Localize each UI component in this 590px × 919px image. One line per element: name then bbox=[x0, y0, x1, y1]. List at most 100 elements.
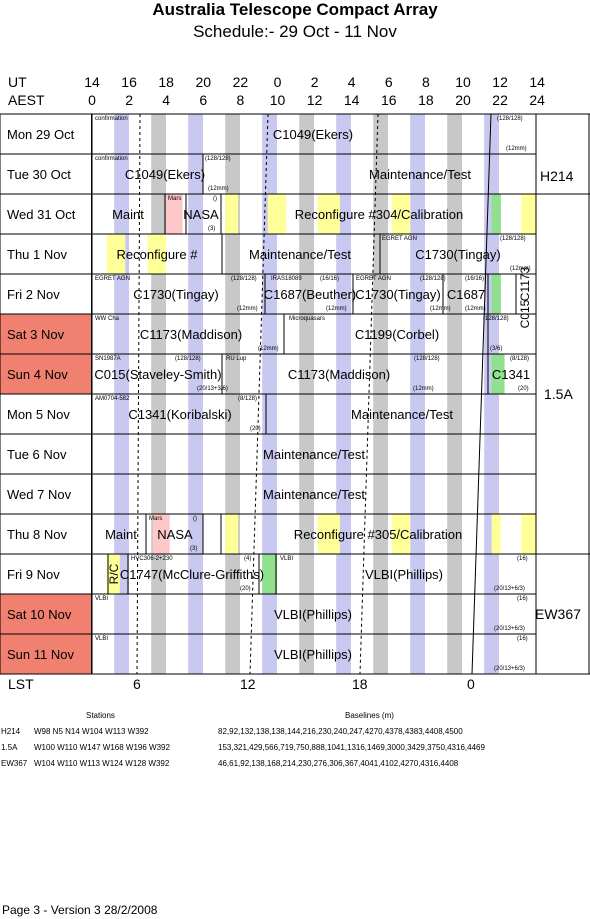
block-note: (20) bbox=[518, 386, 529, 392]
block-label: C1730(Tingay) bbox=[415, 247, 501, 262]
block-label: C1687(Beuther) bbox=[263, 287, 357, 302]
config-ew367: EW367 bbox=[535, 606, 581, 622]
block-note: (16) bbox=[517, 596, 528, 602]
ut-tick: 6 bbox=[384, 74, 393, 90]
day-label: Mon 5 Nov bbox=[0, 394, 92, 434]
block-note: (4) bbox=[244, 556, 252, 562]
block-note: (128/128) bbox=[497, 116, 523, 122]
block-note: (16/16) bbox=[465, 276, 485, 282]
aest-tick: 0 bbox=[88, 92, 96, 108]
block-note: confirmation bbox=[95, 156, 128, 162]
block-note: () bbox=[213, 196, 217, 202]
ut-label: UT bbox=[8, 74, 27, 90]
block-note: (128/128) bbox=[500, 236, 526, 242]
block-label: Maintenance/Test bbox=[249, 247, 351, 262]
block-note: (128/128) bbox=[483, 316, 509, 322]
block-note: (16) bbox=[517, 636, 528, 642]
block-note: IRAS18089 bbox=[271, 276, 302, 282]
aest-tick: 12 bbox=[306, 92, 323, 108]
ut-tick: 0 bbox=[273, 74, 282, 90]
block-label: C1747(McClure-Griffiths) bbox=[119, 567, 265, 582]
block-label: C1173 bbox=[518, 266, 532, 302]
block-note: (20/13+3/6) bbox=[197, 386, 228, 392]
day-label: Thu 1 Nov bbox=[0, 234, 92, 274]
day-label: Mon 29 Oct bbox=[0, 114, 92, 154]
block-note: VLBI bbox=[95, 596, 109, 602]
block-label: C1730(Tingay) bbox=[355, 287, 441, 302]
block-label: NASA bbox=[183, 207, 219, 222]
block-note: (8/128) bbox=[238, 396, 258, 402]
block-note: (12mm) bbox=[413, 386, 434, 392]
day-label: Tue 6 Nov bbox=[0, 434, 92, 474]
aest-tick: 22 bbox=[492, 92, 508, 108]
block-label: Maintenance/Test bbox=[351, 407, 453, 422]
ut-tick: 4 bbox=[347, 74, 356, 90]
stations-header: Stations bbox=[86, 711, 115, 720]
block-label: C1730(Tingay) bbox=[133, 287, 219, 302]
block-note: VLBI bbox=[280, 556, 294, 562]
block-label: Maintenance/Test bbox=[263, 447, 365, 462]
block-note: (3/6) bbox=[490, 346, 503, 352]
block-note: EGRET AGN bbox=[382, 236, 417, 242]
lst-tick-6: 6 bbox=[133, 676, 141, 692]
block-note: (12mm) bbox=[258, 346, 279, 352]
block-note: (3) bbox=[190, 546, 198, 552]
block-label: Maint bbox=[112, 207, 144, 222]
page-subtitle: Schedule:- 29 Oct - 11 Nov bbox=[193, 22, 397, 41]
block-note: (20/13+6/3) bbox=[494, 626, 525, 632]
block-note: (16/16) bbox=[320, 276, 340, 282]
block-note: WW Cha bbox=[95, 316, 119, 322]
block-label: C015 bbox=[518, 299, 532, 329]
page-footer: Page 3 - Version 3 28/2/2008 bbox=[2, 903, 158, 917]
ut-tick: 16 bbox=[121, 74, 137, 90]
block-note: (12mm) bbox=[326, 306, 347, 312]
block-note: Microquasars bbox=[289, 316, 326, 322]
block-label: C1341(Koribalski) bbox=[128, 407, 232, 422]
block-note: (12mm) bbox=[465, 306, 486, 312]
block-label: C1049(Ekers) bbox=[124, 167, 206, 182]
day-label: Sat 10 Nov bbox=[0, 594, 92, 634]
block-note: (20) bbox=[250, 426, 261, 432]
block-label: Reconfigure # bbox=[116, 247, 198, 262]
block-note: (128/128) bbox=[205, 156, 231, 162]
day-label: Wed 31 Oct bbox=[0, 194, 92, 234]
day-label: Fri 9 Nov bbox=[0, 554, 92, 594]
config-1.5a: 1.5A bbox=[544, 386, 573, 402]
ut-tick: 8 bbox=[421, 74, 430, 90]
block-note: (128/128) bbox=[231, 276, 257, 282]
block-note: EGRET AGN bbox=[95, 276, 130, 282]
block-note: (20) bbox=[240, 586, 251, 592]
block-note: confirmation bbox=[95, 116, 128, 122]
ut-tick: 10 bbox=[455, 74, 471, 90]
ut-tick: 18 bbox=[158, 74, 174, 90]
block-note: (128/128) bbox=[175, 356, 201, 362]
config-h214: H214 bbox=[540, 168, 574, 184]
block-label: Maint bbox=[105, 527, 137, 542]
block-label: Maintenance/Test bbox=[263, 487, 365, 502]
lst-tick-0: 0 bbox=[467, 676, 475, 692]
day-label: Tue 30 Oct bbox=[0, 154, 92, 194]
block-note: VLBI bbox=[95, 636, 109, 642]
block-note: RU Lup bbox=[226, 356, 247, 362]
block-note: Mars bbox=[168, 196, 182, 202]
block-label: Reconfigure #304/Calibration bbox=[294, 207, 464, 222]
block-label: VLBI(Phillips) bbox=[273, 607, 353, 622]
block-note: (12mm) bbox=[510, 266, 531, 272]
block-note: EGRET AGN bbox=[356, 276, 391, 282]
block-note: HVC306-2+230 bbox=[131, 556, 173, 562]
aest-tick: 16 bbox=[381, 92, 397, 108]
day-label: Sun 11 Nov bbox=[0, 634, 92, 674]
ut-tick: 14 bbox=[529, 74, 545, 90]
block-label: VLBI(Phillips) bbox=[364, 567, 444, 582]
aest-tick: 2 bbox=[125, 92, 133, 108]
aest-tick: 8 bbox=[236, 92, 245, 108]
block-note: AM0704-582 bbox=[95, 396, 130, 402]
block-label: NASA bbox=[157, 527, 193, 542]
ut-tick: 12 bbox=[492, 74, 508, 90]
aest-tick: 4 bbox=[162, 92, 171, 108]
block-label: Reconfigure #305/Calibration bbox=[293, 527, 463, 542]
lst-label: LST bbox=[8, 676, 34, 692]
aest-tick: 18 bbox=[418, 92, 434, 108]
block-label: Maintenance/Test bbox=[369, 167, 471, 182]
